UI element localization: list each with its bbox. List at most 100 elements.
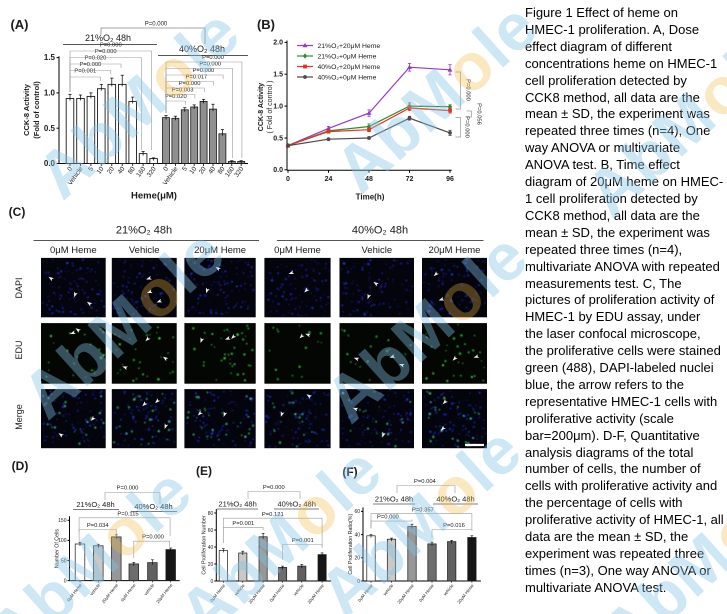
svg-text:72: 72 <box>406 176 414 183</box>
svg-text:(F): (F) <box>342 465 357 479</box>
svg-text:21%O₂ 48h: 21%O₂ 48h <box>375 495 413 504</box>
svg-text:CCK-8 Activity: CCK-8 Activity <box>22 83 31 136</box>
svg-text:P=0.001: P=0.001 <box>292 538 314 544</box>
svg-text:40: 40 <box>208 545 214 551</box>
svg-text:0: 0 <box>64 578 67 584</box>
svg-text:Time(h): Time(h) <box>356 193 385 202</box>
svg-text:P=0.001: P=0.001 <box>232 521 254 527</box>
svg-text:vehicle: vehicle <box>143 582 156 596</box>
svg-text:1.0: 1.0 <box>273 103 283 110</box>
svg-text:160: 160 <box>135 165 147 178</box>
svg-text:21%O₂+20μM Heme: 21%O₂+20μM Heme <box>318 43 381 50</box>
svg-text:21%O₂+0μM Heme: 21%O₂+0μM Heme <box>318 53 377 60</box>
svg-text:80: 80 <box>127 165 137 175</box>
svg-text:40: 40 <box>207 165 217 175</box>
svg-text:320: 320 <box>146 165 158 178</box>
svg-text:0.5: 0.5 <box>273 135 283 142</box>
svg-text:1.0: 1.0 <box>44 89 56 98</box>
svg-text:150: 150 <box>58 518 67 524</box>
svg-text:40%O₂+20μM Heme: 40%O₂+20μM Heme <box>318 64 381 71</box>
svg-text:20μM Heme: 20μM Heme <box>429 245 481 256</box>
svg-text:P=0.000: P=0.000 <box>80 62 102 68</box>
svg-text:P=0.056: P=0.056 <box>476 103 482 125</box>
svg-text:P=0.000: P=0.000 <box>202 55 224 61</box>
svg-text:10: 10 <box>96 165 106 175</box>
svg-text:DAPI: DAPI <box>14 277 24 298</box>
svg-text:vehicle: vehicle <box>292 583 305 597</box>
svg-text:(B): (B) <box>257 17 275 32</box>
svg-text:20: 20 <box>198 165 208 175</box>
svg-text:Vehicle: Vehicle <box>129 245 160 256</box>
svg-text:60: 60 <box>208 528 214 534</box>
svg-text:Cell Proliferation Number: Cell Proliferation Number <box>201 515 207 574</box>
svg-text:(E): (E) <box>196 464 212 478</box>
svg-text:21%O₂ 48h: 21%O₂ 48h <box>76 500 114 509</box>
svg-text:P=0.000: P=0.000 <box>465 79 471 101</box>
svg-text:21%O₂ 48h: 21%O₂ 48h <box>116 225 172 237</box>
svg-text:0: 0 <box>357 579 360 585</box>
svg-text:P=0.000: P=0.000 <box>117 486 139 492</box>
svg-text:10: 10 <box>188 165 198 175</box>
svg-text:2.0: 2.0 <box>273 40 283 47</box>
svg-text:P=0.000: P=0.000 <box>193 68 215 74</box>
svg-text:P=0.000: P=0.000 <box>199 61 221 67</box>
svg-text:40%O₂ 48h: 40%O₂ 48h <box>352 225 408 237</box>
svg-text:EDU: EDU <box>14 340 24 359</box>
svg-text:80: 80 <box>208 511 214 517</box>
svg-text:Cell Proliferation Ratio(%): Cell Proliferation Ratio(%) <box>348 513 354 574</box>
svg-text:vehicle: vehicle <box>442 583 455 597</box>
svg-text:5: 5 <box>87 165 95 172</box>
svg-text:P=0.034: P=0.034 <box>87 523 110 529</box>
svg-text:P=0.000: P=0.000 <box>464 116 470 138</box>
svg-text:P=0.020: P=0.020 <box>165 94 187 100</box>
svg-text:( Fold of control ): ( Fold of control ) <box>267 81 274 134</box>
svg-text:5: 5 <box>181 165 189 172</box>
svg-text:320: 320 <box>233 165 245 178</box>
svg-text:P=0.000: P=0.000 <box>377 515 399 521</box>
svg-text:P=0.017: P=0.017 <box>186 74 208 80</box>
svg-text:P=0.000: P=0.000 <box>100 43 122 49</box>
svg-text:21%O₂ 48h: 21%O₂ 48h <box>218 500 256 509</box>
svg-text:P=0.000: P=0.000 <box>179 81 201 87</box>
svg-text:(D): (D) <box>12 459 29 473</box>
svg-text:P=0.000: P=0.000 <box>145 22 168 28</box>
svg-text:0μM Heme: 0μM Heme <box>418 583 435 603</box>
svg-text:0: 0 <box>162 165 170 172</box>
svg-text:0μM Heme: 0μM Heme <box>120 582 137 602</box>
svg-text:21%O₂ 48h: 21%O₂ 48h <box>85 33 131 43</box>
svg-text:80: 80 <box>217 165 227 175</box>
svg-text:(A): (A) <box>10 17 28 32</box>
svg-text:1.5: 1.5 <box>44 53 56 62</box>
svg-text:40%O₂ 48h: 40%O₂ 48h <box>134 502 172 511</box>
svg-text:P=0.020: P=0.020 <box>85 56 107 62</box>
svg-text:(Fold of control): (Fold of control) <box>32 81 41 139</box>
svg-text:Heme(μM): Heme(μM) <box>131 191 177 202</box>
svg-text:100: 100 <box>58 538 67 544</box>
svg-text:0.0: 0.0 <box>273 167 283 174</box>
svg-text:Merge: Merge <box>14 404 24 430</box>
svg-text:P=0.004: P=0.004 <box>414 479 437 485</box>
svg-text:P=0.000: P=0.000 <box>142 535 164 541</box>
svg-text:0: 0 <box>211 579 214 585</box>
svg-text:P=0.001: P=0.001 <box>74 69 96 75</box>
svg-text:50: 50 <box>61 558 67 564</box>
svg-text:P=0.121: P=0.121 <box>262 512 284 518</box>
svg-text:20μM Heme: 20μM Heme <box>194 245 246 256</box>
svg-text:0: 0 <box>286 176 290 183</box>
svg-text:20μM Heme: 20μM Heme <box>456 583 475 605</box>
svg-text:24: 24 <box>325 176 333 183</box>
svg-text:20: 20 <box>106 165 116 175</box>
svg-text:P=0.115: P=0.115 <box>117 511 138 517</box>
svg-text:0: 0 <box>66 165 74 172</box>
svg-text:0.0: 0.0 <box>44 159 56 168</box>
svg-text:0.5: 0.5 <box>44 124 56 133</box>
svg-text:20: 20 <box>354 556 360 562</box>
svg-text:P=0.000: P=0.000 <box>263 485 285 491</box>
svg-text:0μM Heme: 0μM Heme <box>50 245 97 256</box>
svg-text:40%O₂+0μM Heme: 40%O₂+0μM Heme <box>318 74 377 81</box>
svg-text:40%O₂ 48h: 40%O₂ 48h <box>278 500 316 509</box>
svg-text:96: 96 <box>446 176 454 183</box>
svg-text:Number Of Cells: Number Of Cells <box>55 529 61 568</box>
svg-text:(C): (C) <box>9 205 26 219</box>
svg-text:40: 40 <box>117 165 127 175</box>
